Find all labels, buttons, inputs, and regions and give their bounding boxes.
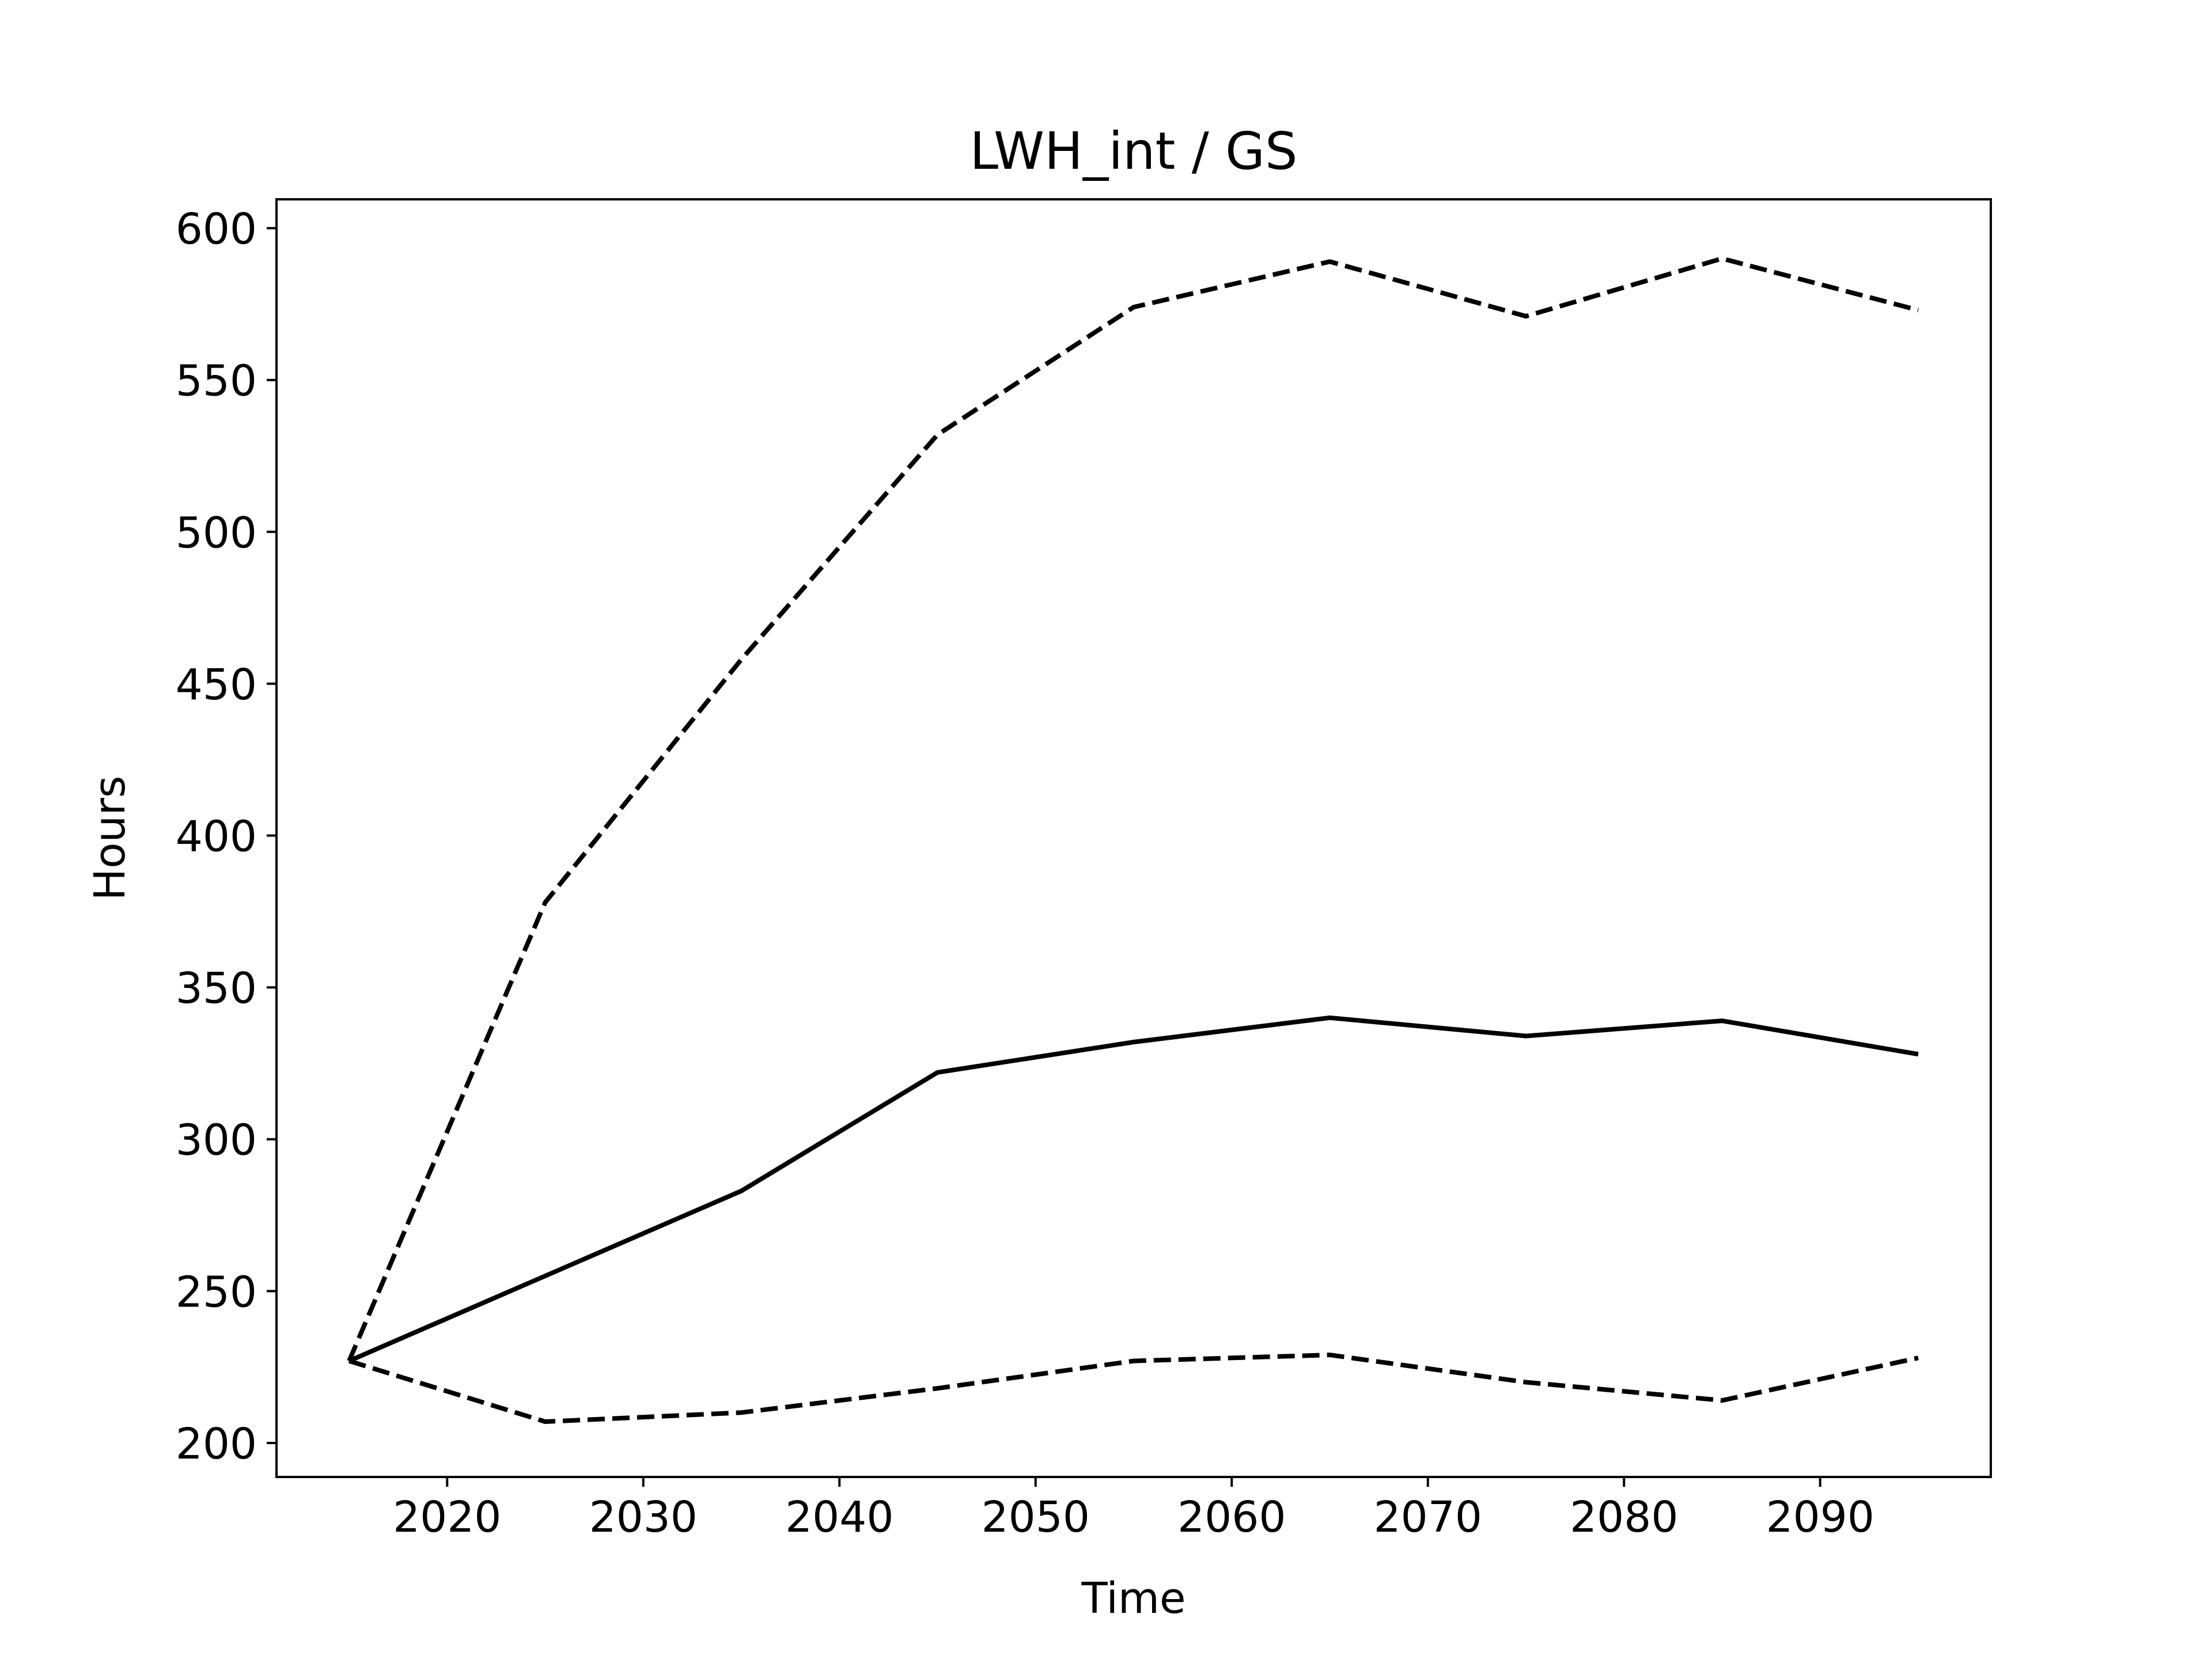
x-tick-label: 2030: [589, 1493, 698, 1542]
y-axis-label: Hours: [85, 776, 135, 901]
y-tick-label: 600: [176, 204, 257, 254]
y-tick-label: 550: [176, 357, 257, 406]
x-tick-label: 2080: [1570, 1493, 1678, 1542]
series-line-2: [347, 256, 1919, 1362]
x-tick-label: 2050: [982, 1493, 1090, 1542]
x-axis-label: Time: [1081, 1574, 1185, 1623]
y-tick-label: 300: [176, 1116, 257, 1165]
chart-title: LWH_int / GS: [970, 121, 1298, 181]
series-line-1: [348, 1015, 1919, 1363]
plot-lines: [347, 256, 1919, 1424]
y-tick-label: 350: [176, 964, 257, 1013]
y-tick-label: 250: [176, 1267, 257, 1317]
y-tick-label: 500: [176, 508, 257, 558]
y-tick-label: 400: [176, 812, 257, 862]
x-tick-label: 2040: [785, 1493, 893, 1542]
x-axis-ticks: 2020 2030 2040 2050 2060 2070 2080 2090: [393, 1477, 1874, 1542]
y-axis-ticks: 200 250 300 350 400 450 500 550 600: [176, 204, 276, 1469]
x-tick-label: 2070: [1374, 1493, 1482, 1542]
x-tick-label: 2090: [1766, 1493, 1874, 1542]
series-line-3: [348, 1353, 1919, 1424]
plot-frame: [275, 198, 1992, 1478]
y-tick-label: 200: [176, 1419, 257, 1469]
y-tick-label: 450: [176, 660, 257, 710]
x-tick-label: 2060: [1177, 1493, 1286, 1542]
x-tick-label: 2020: [393, 1493, 501, 1542]
